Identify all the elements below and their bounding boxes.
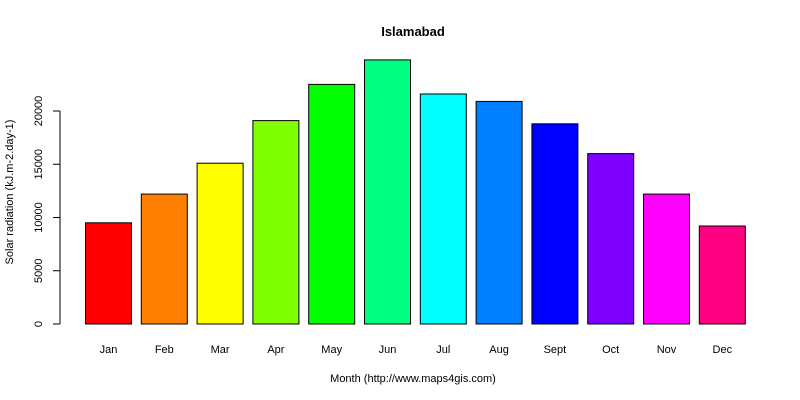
bar-jun — [364, 59, 411, 325]
x-tick-label: Oct — [602, 344, 619, 356]
bar-aug — [475, 100, 523, 325]
x-tick-label: Aug — [489, 344, 509, 356]
chart-title: Islamabad — [381, 24, 445, 39]
x-tick-label: Jul — [436, 344, 450, 356]
x-tick-label: Jun — [379, 344, 397, 356]
bar-apr — [252, 120, 300, 325]
y-tick-label: 15000 — [33, 149, 45, 180]
y-axis: 0 5000 10000 15000 20000 — [33, 96, 61, 327]
x-tick-label: Apr — [267, 344, 284, 356]
bar-may — [308, 83, 356, 325]
x-tick-label: Nov — [657, 344, 677, 356]
y-tick-label: 10000 — [33, 202, 45, 233]
bar-feb — [140, 193, 188, 325]
x-tick-label: Mar — [211, 344, 230, 356]
bars-group — [85, 59, 746, 325]
x-tick-label: Dec — [713, 344, 733, 356]
x-tick-label: Jan — [100, 344, 118, 356]
bar-jul — [419, 93, 467, 325]
y-tick-label: 5000 — [33, 259, 45, 283]
bar-mar — [196, 162, 244, 325]
y-tick-label: 20000 — [33, 96, 45, 127]
bar-sept — [531, 123, 579, 325]
x-tick-labels: Jan Feb Mar Apr May Jun Jul Aug Sept Oct Nov Dec — [100, 344, 733, 356]
bar-oct — [587, 153, 635, 325]
bar-jan — [85, 222, 132, 325]
bar-dec — [698, 225, 746, 325]
x-tick-label: May — [321, 344, 342, 356]
x-axis-label: Month (http://www.maps4gis.com) — [330, 373, 496, 385]
y-axis-label: Solar radiation (kJ.m-2.day-1) — [4, 120, 16, 265]
x-tick-label: Feb — [155, 344, 174, 356]
x-tick-label: Sept — [544, 344, 567, 356]
bar-nov — [643, 193, 690, 325]
y-tick-label: 0 — [33, 321, 45, 327]
